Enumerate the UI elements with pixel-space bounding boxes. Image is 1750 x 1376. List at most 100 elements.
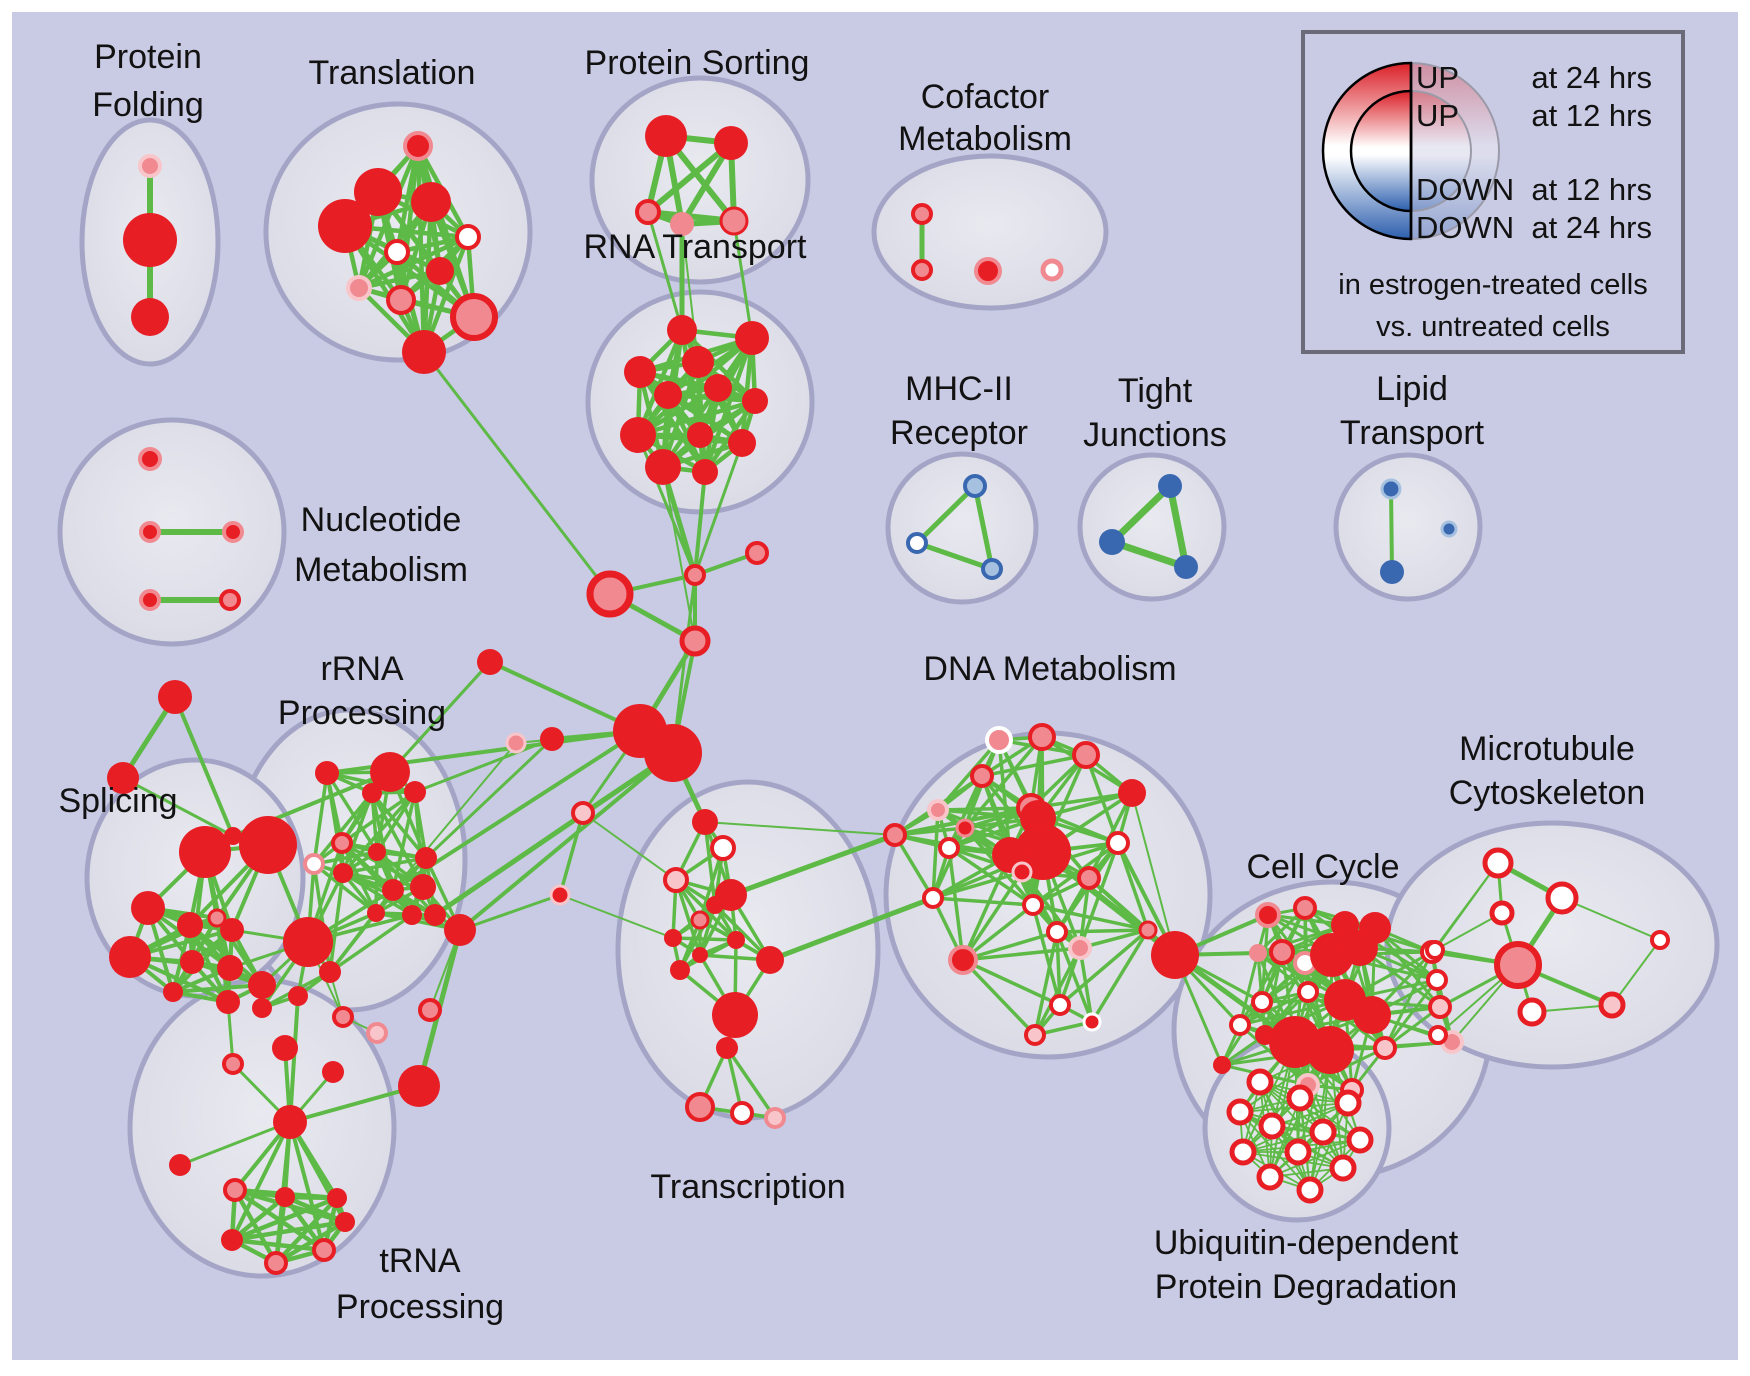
network-edge — [961, 870, 1024, 962]
network-edge — [767, 895, 936, 963]
network-node — [685, 1092, 715, 1122]
network-edge — [660, 464, 698, 578]
network-node — [1255, 902, 1281, 928]
network-edge — [1055, 930, 1062, 1007]
network-node — [1346, 1126, 1374, 1154]
network-node — [1138, 920, 1158, 940]
network-node — [654, 381, 682, 409]
network-node — [222, 521, 244, 543]
network-edge — [325, 771, 345, 875]
network-node — [664, 929, 682, 947]
network-node — [1249, 944, 1267, 962]
network-node — [670, 960, 690, 980]
network-node — [450, 293, 498, 341]
network-node — [327, 1188, 347, 1208]
network-edge — [1242, 1131, 1324, 1153]
network-node — [712, 992, 758, 1038]
network-edge — [635, 398, 758, 438]
network-edge — [273, 1195, 340, 1266]
network-node — [1068, 936, 1092, 960]
network-edge — [947, 846, 1035, 907]
network-node — [571, 801, 595, 825]
network-edge — [288, 994, 300, 1124]
network-node — [131, 891, 165, 925]
network-node — [1286, 1084, 1314, 1112]
network-edge — [1166, 482, 1190, 571]
network-node — [138, 447, 162, 471]
network-node — [223, 1178, 247, 1202]
cluster-bubble-lt — [1333, 452, 1483, 602]
network-edge — [1434, 862, 1499, 951]
network-node — [410, 874, 436, 900]
network-node — [163, 982, 183, 1002]
legend-gradient-left-half — [1349, 89, 1413, 213]
network-node — [1293, 896, 1317, 920]
network-node — [1494, 941, 1542, 989]
network-node — [177, 912, 203, 938]
network-node — [418, 998, 442, 1022]
cluster-label-ubq: Ubiquitin-dependent Protein Degradation — [1154, 1224, 1459, 1306]
network-edge — [488, 660, 642, 733]
network-node — [727, 931, 745, 949]
cluster-label-lt: Lipid Transport — [1340, 370, 1485, 452]
network-node — [704, 374, 732, 402]
network-edge — [559, 894, 674, 939]
network-node — [710, 835, 736, 861]
network-edge — [121, 776, 235, 838]
network-node — [645, 449, 681, 485]
cluster-label-mhc: MHC-II Receptor — [890, 370, 1028, 452]
network-edge — [230, 1120, 292, 1242]
network-node — [1373, 1036, 1397, 1060]
network-edge — [312, 771, 329, 866]
network-node — [692, 947, 708, 963]
legend-footer-1: vs. untreated cells — [1376, 311, 1610, 343]
network-node — [1284, 1138, 1312, 1166]
legend-time-1: at 12 hrs — [1531, 98, 1652, 133]
network-node — [1118, 779, 1146, 807]
network-node — [216, 990, 240, 1014]
network-node — [1151, 931, 1199, 979]
network-node — [1174, 555, 1198, 579]
network-edge — [1033, 930, 1059, 1037]
network-node — [714, 126, 748, 160]
network-node — [220, 918, 244, 942]
network-node — [1158, 474, 1182, 498]
network-node — [1256, 1163, 1284, 1191]
network-node — [679, 625, 711, 657]
network-edge — [328, 911, 378, 974]
network-node — [1342, 930, 1378, 966]
network-node — [131, 298, 169, 336]
network-edge — [645, 140, 734, 215]
network-node — [426, 257, 454, 285]
network-node — [644, 724, 702, 782]
cluster-bubble-tj — [1077, 452, 1227, 602]
network-edge — [1238, 951, 1260, 1027]
cluster-bubble-tc — [615, 779, 881, 1121]
network-edge — [893, 833, 935, 900]
network-node — [922, 887, 944, 909]
cluster-label-tl: Translation — [309, 54, 476, 92]
network-node — [716, 1037, 738, 1059]
network-edge — [171, 983, 264, 994]
network-edge — [229, 1194, 288, 1243]
network-edge — [341, 871, 425, 889]
network-node — [362, 783, 382, 803]
network-edge — [392, 742, 517, 891]
network-node — [883, 823, 907, 847]
network-edge — [671, 573, 697, 755]
network-node — [690, 910, 710, 930]
network-edge — [370, 791, 428, 860]
network-node — [138, 154, 162, 178]
network-edge — [328, 871, 345, 974]
network-node — [411, 182, 451, 222]
network-node — [139, 521, 161, 543]
network-edge — [178, 1120, 292, 1167]
legend-direction-3: DOWN — [1416, 210, 1514, 245]
network-node — [963, 474, 987, 498]
network-node — [1297, 981, 1319, 1003]
network-edge — [931, 870, 1024, 900]
network-node — [403, 131, 433, 161]
network-node — [684, 564, 706, 586]
cluster-label-rnat: RNA Transport — [584, 228, 808, 266]
